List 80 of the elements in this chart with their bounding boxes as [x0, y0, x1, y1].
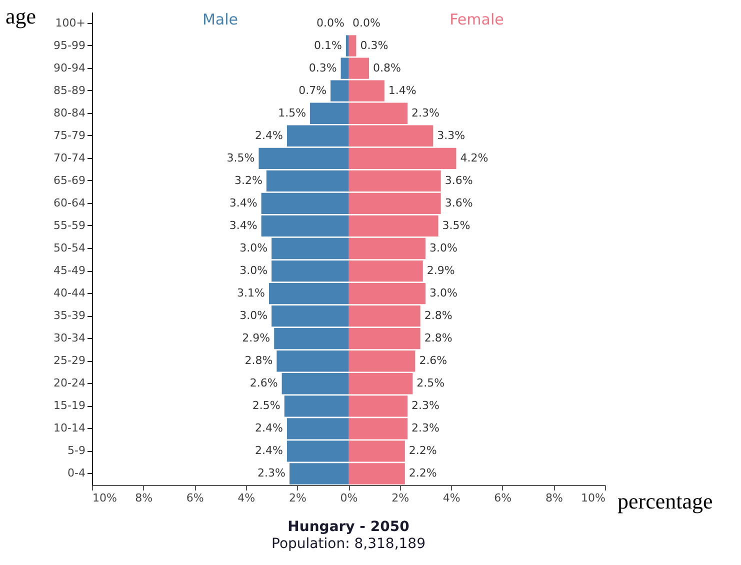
x-tick-label: 8% [545, 492, 563, 504]
y-tick-label: 80-84 [54, 106, 86, 120]
x-axis-title: percentage [618, 488, 713, 514]
y-tick-label: 95-99 [54, 38, 86, 52]
data-label: 3.4% [229, 218, 258, 232]
y-tick-label: 55-59 [54, 218, 86, 232]
data-label: 2.9% [242, 332, 270, 345]
data-label: 4.2% [460, 151, 488, 164]
y-tick-label: 50-54 [54, 242, 86, 254]
data-label: 3.3% [437, 128, 466, 142]
y-tick-label: 70-74 [54, 151, 86, 164]
y-tick-label: 5-9 [68, 444, 86, 458]
y-tick-label: 75-79 [54, 128, 86, 142]
data-label: 2.9% [426, 264, 455, 278]
data-label: 3.0% [240, 309, 268, 322]
y-tick-label: 35-39 [54, 309, 86, 322]
x-tick-label: 6% [494, 492, 512, 504]
x-tick-label: 10% [92, 492, 117, 504]
data-label: 2.5% [416, 376, 445, 390]
data-label: 3.0% [240, 242, 268, 254]
y-tick-label: 30-34 [54, 332, 86, 345]
data-label: 3.6% [444, 174, 473, 187]
x-tick-label: 2% [392, 492, 410, 504]
data-label: 3.0% [429, 286, 458, 300]
data-label: 3.5% [442, 218, 470, 232]
x-tick-label: 4% [442, 492, 460, 504]
data-label: 0.8% [373, 61, 401, 74]
data-label: 0.3% [308, 61, 337, 74]
data-label: 3.0% [240, 264, 268, 278]
data-label: 2.6% [419, 354, 448, 368]
x-tick-label: 8% [135, 492, 153, 504]
text: Population: 8,318,189 [272, 536, 426, 552]
data-label: 2.3% [411, 422, 440, 435]
data-label: 2.4% [254, 128, 283, 142]
data-label: 0.7% [298, 84, 327, 97]
data-label: 2.3% [411, 106, 440, 120]
y-tick-label: 15-19 [54, 399, 86, 412]
data-label: 2.8% [424, 309, 452, 322]
data-label: 1.4% [388, 84, 416, 97]
y-tick-label: 25-29 [54, 354, 86, 368]
data-label: 2.3% [411, 399, 440, 412]
data-label: 2.2% [408, 466, 437, 480]
data-label: 0.1% [314, 38, 342, 52]
data-label: 3.4% [229, 196, 258, 210]
data-label: 3.5% [226, 151, 255, 164]
data-label: 2.4% [254, 444, 283, 458]
y-tick-label: 85-89 [54, 84, 86, 97]
y-tick-label: 65-69 [54, 174, 86, 187]
data-label: 2.2% [408, 444, 437, 458]
text: Hungary - 2050 [288, 519, 410, 535]
data-label: 2.4% [254, 422, 283, 435]
x-tick-label: 6% [186, 492, 204, 504]
x-tick-label: 2% [288, 492, 306, 504]
data-label: 2.8% [424, 332, 452, 345]
y-tick-label: 45-49 [54, 264, 86, 278]
y-tick-label: 0-4 [68, 466, 86, 480]
y-axis-title: age [6, 4, 36, 28]
y-tick-label: 40-44 [54, 286, 86, 300]
data-label: 2.6% [250, 376, 278, 390]
data-label: 3.1% [237, 286, 265, 300]
y-tick-label: 90-94 [54, 61, 86, 74]
data-label: 3.2% [234, 174, 262, 187]
data-label: 1.5% [278, 106, 306, 120]
data-label: 3.6% [444, 196, 473, 210]
data-label: 2.3% [258, 466, 286, 480]
y-tick-label: 10-14 [54, 422, 86, 435]
data-label: 0.0% [316, 16, 344, 30]
y-tick-label: 20-24 [54, 376, 86, 390]
data-label: 2.5% [252, 399, 280, 412]
text: Male [202, 10, 238, 28]
data-label: 0.3% [360, 38, 388, 52]
y-tick-label: 60-64 [54, 196, 86, 210]
data-label: 3.0% [429, 242, 458, 254]
x-tick-label: 4% [238, 492, 256, 504]
data-label: 2.8% [244, 354, 273, 368]
x-tick-label: 0% [340, 492, 358, 504]
text: Female [450, 10, 504, 28]
y-tick-label: 100+ [55, 16, 86, 30]
x-tick-label: 10% [581, 492, 606, 504]
data-label: 0.0% [352, 16, 380, 30]
